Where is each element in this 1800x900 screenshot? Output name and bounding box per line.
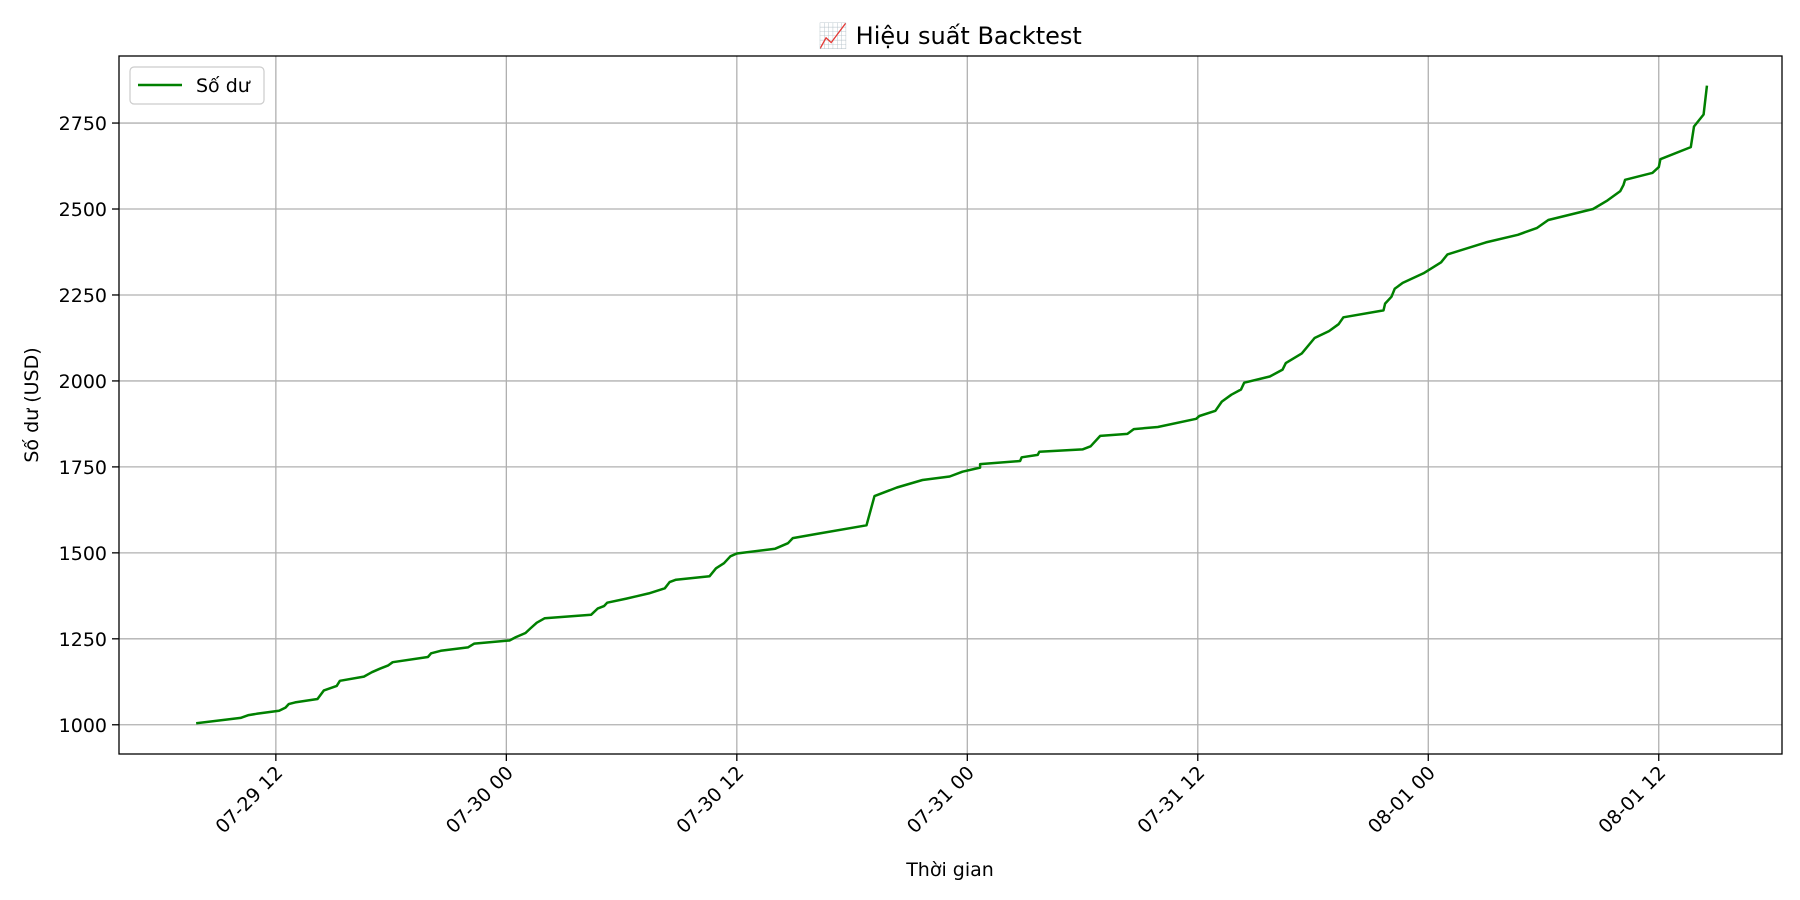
y-tick-label: 2250 <box>59 285 107 307</box>
y-axis-label: Số dư (USD) <box>21 347 43 462</box>
legend: Số dư <box>129 66 265 105</box>
legend-label: Số dư <box>196 75 251 97</box>
legend-box <box>129 66 265 105</box>
y-tick-label: 1000 <box>59 715 107 737</box>
chart-title: 📈 Hiệu suất Backtest <box>818 22 1082 50</box>
series-line-so-du <box>196 85 1709 725</box>
plot-frame <box>118 55 1783 755</box>
x-axis-label: Thời gian <box>905 859 994 881</box>
y-tick-label: 1500 <box>59 543 107 565</box>
y-tick-label: 2000 <box>59 371 107 393</box>
y-tick-label: 2500 <box>59 199 107 221</box>
plot-area <box>119 56 1782 754</box>
y-axis-ticks: 1000 1250 1500 1750 2000 2250 2500 2750 <box>59 113 119 737</box>
grid <box>119 56 1782 754</box>
y-tick-label: 2750 <box>59 113 107 135</box>
y-tick-label: 1750 <box>59 457 107 479</box>
series-layer <box>196 85 1709 725</box>
y-tick-label: 1250 <box>59 629 107 651</box>
